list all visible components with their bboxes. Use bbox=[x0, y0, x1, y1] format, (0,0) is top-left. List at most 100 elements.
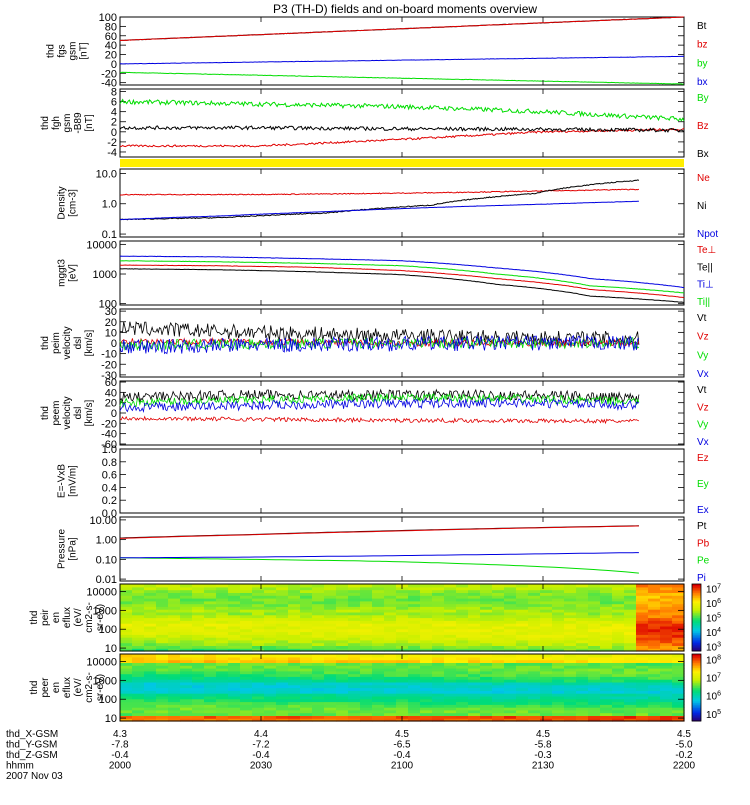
spectrogram-cell bbox=[132, 586, 145, 591]
spectrogram-cell bbox=[180, 659, 193, 663]
spectrogram-cell bbox=[324, 639, 337, 644]
spectrogram-cell bbox=[504, 603, 517, 607]
spectrogram-cell bbox=[180, 592, 193, 596]
spectrogram-cell bbox=[324, 609, 337, 613]
series-line-by bbox=[119, 71, 685, 85]
spectrogram-cell bbox=[264, 592, 277, 596]
y-tick-label: 6 bbox=[111, 97, 117, 109]
spectrogram-cell bbox=[228, 606, 241, 610]
spectrogram-cell bbox=[360, 698, 373, 703]
spectrogram-cell bbox=[480, 662, 493, 666]
spectrogram-cell bbox=[240, 634, 253, 638]
spectrogram-cell bbox=[432, 673, 445, 677]
spectrogram-cell bbox=[480, 679, 493, 683]
spectrogram-cell bbox=[324, 695, 337, 700]
spectrogram-cell bbox=[156, 589, 169, 593]
spectrogram-cell bbox=[528, 665, 541, 669]
colorbar-step bbox=[692, 672, 701, 675]
spectrogram-cell bbox=[384, 687, 397, 691]
spectrogram-cell bbox=[300, 670, 313, 675]
spectrogram-cell bbox=[456, 693, 469, 697]
spectrogram-cell bbox=[660, 628, 673, 633]
spectrogram-cell bbox=[672, 584, 685, 588]
spectrogram-cell bbox=[528, 704, 541, 708]
spectrogram-cell bbox=[648, 584, 661, 588]
spectrogram-cell bbox=[120, 695, 133, 700]
spectrogram-cell bbox=[516, 634, 529, 638]
legend-vy: Vy bbox=[697, 350, 708, 361]
spectrogram-cell bbox=[348, 623, 361, 627]
spectrogram-cell bbox=[624, 614, 637, 619]
spectrogram-cell bbox=[288, 715, 301, 719]
spectrogram-cell bbox=[348, 634, 361, 638]
spectrogram-cell bbox=[156, 625, 169, 630]
spectrogram-cell bbox=[624, 617, 637, 621]
spectrogram-cell bbox=[168, 600, 181, 605]
spectrogram-cell bbox=[660, 614, 673, 619]
colorbar-label: 106 bbox=[706, 691, 721, 703]
y-axis-label: thdpeemvelocitydsl[km/s] bbox=[40, 396, 95, 429]
spectrogram-cell bbox=[564, 592, 577, 596]
spectrogram-cell bbox=[336, 611, 349, 616]
spectrogram-cell bbox=[168, 668, 181, 672]
spectrogram-cell bbox=[660, 617, 673, 621]
spectrogram-cell bbox=[372, 592, 385, 596]
spectrogram-cell bbox=[468, 606, 481, 610]
spectrogram-cell bbox=[516, 600, 529, 605]
spectrogram-cell bbox=[504, 662, 517, 666]
spectrogram-cell bbox=[288, 665, 301, 669]
spectrogram-cell bbox=[420, 695, 433, 700]
spectrogram-cell bbox=[624, 670, 637, 675]
spectrogram-cell bbox=[228, 659, 241, 663]
spectrogram-cell bbox=[156, 586, 169, 591]
spectrogram-cell bbox=[420, 645, 433, 649]
spectrogram-cell bbox=[288, 631, 301, 635]
spectrogram-cell bbox=[444, 617, 457, 621]
colorbar-step bbox=[692, 665, 701, 668]
spectrogram-cell bbox=[228, 584, 241, 588]
spectrogram-cell bbox=[576, 665, 589, 669]
spectrogram-cell bbox=[120, 668, 133, 672]
legend-by: By bbox=[697, 93, 709, 104]
spectrogram-cell bbox=[468, 592, 481, 596]
colorbar-step bbox=[692, 690, 701, 694]
spectrogram-cell bbox=[132, 698, 145, 703]
spectrogram-cell bbox=[180, 589, 193, 593]
spectrogram-cell bbox=[384, 679, 397, 683]
spectrogram-cell bbox=[336, 687, 349, 691]
spectrogram-cell bbox=[288, 701, 301, 705]
spectrogram-cell bbox=[672, 609, 685, 613]
spectrogram-cell bbox=[348, 707, 361, 711]
x-axis-value: 2000 bbox=[109, 761, 132, 772]
spectrogram-cell bbox=[444, 662, 457, 666]
series-line-npot bbox=[119, 200, 639, 221]
spectrogram-cell bbox=[384, 620, 397, 624]
spectrogram-cell bbox=[396, 598, 409, 602]
spectrogram-cell bbox=[648, 704, 661, 708]
y-tick-label: 0 bbox=[111, 127, 117, 139]
y-tick-label: 0.10 bbox=[96, 554, 117, 566]
spectrogram-cell bbox=[420, 620, 433, 624]
y-axis-label-line: Density bbox=[57, 186, 68, 219]
spectrogram-cell bbox=[528, 642, 541, 646]
spectrogram-cell bbox=[528, 681, 541, 686]
spectrogram-cell bbox=[504, 614, 517, 619]
spectrogram-cell bbox=[456, 617, 469, 621]
spectrogram-cell bbox=[144, 668, 157, 672]
spectrogram-cell bbox=[612, 712, 625, 716]
spectrogram-cell bbox=[468, 639, 481, 644]
spectrogram-cell bbox=[168, 684, 181, 689]
spectrogram-cell bbox=[216, 704, 229, 708]
colorbar-step bbox=[692, 697, 701, 700]
spectrogram-cell bbox=[552, 623, 565, 627]
spectrogram-cell bbox=[420, 668, 433, 672]
spectrogram-cell bbox=[576, 642, 589, 646]
spectrogram-cell bbox=[132, 656, 145, 661]
colorbar-step bbox=[692, 707, 701, 710]
spectrogram-cell bbox=[636, 648, 649, 652]
spectrogram-cell bbox=[120, 665, 133, 669]
spectrogram-cell bbox=[660, 645, 673, 649]
spectrogram-cell bbox=[528, 687, 541, 691]
y-axis-label-line: thd bbox=[46, 44, 57, 58]
